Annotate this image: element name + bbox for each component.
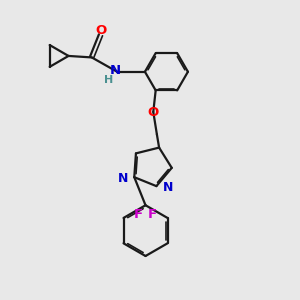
Text: H: H — [104, 75, 113, 85]
Text: N: N — [110, 64, 121, 77]
Text: N: N — [162, 181, 173, 194]
Text: F: F — [134, 208, 143, 221]
Text: O: O — [95, 24, 106, 37]
Text: F: F — [148, 208, 157, 221]
Text: O: O — [148, 106, 159, 119]
Text: N: N — [118, 172, 128, 185]
